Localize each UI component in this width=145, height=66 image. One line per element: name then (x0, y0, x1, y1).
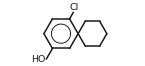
Text: HO: HO (31, 55, 45, 64)
Text: Cl: Cl (69, 3, 78, 12)
